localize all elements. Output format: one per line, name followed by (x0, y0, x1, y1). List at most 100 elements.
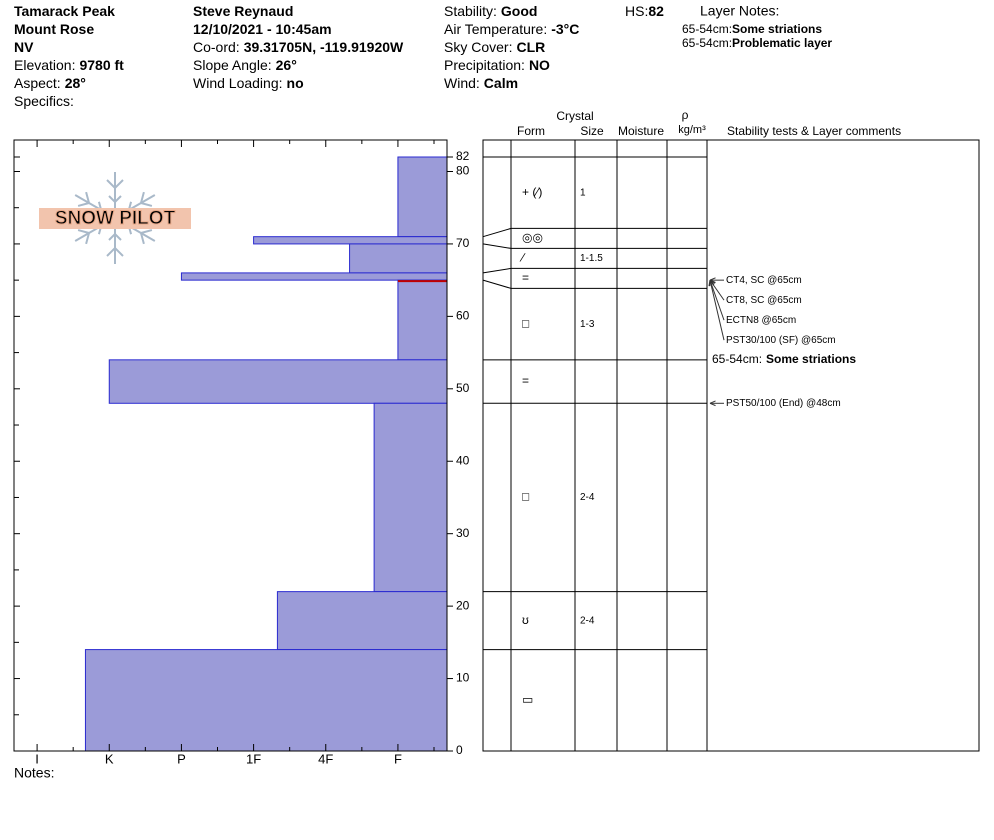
note-range: 65-54cm: (682, 36, 732, 50)
header-field: Aspect: 28° (14, 75, 86, 91)
field-value: no (287, 75, 304, 91)
crystal-size: 2-4 (580, 615, 595, 626)
test-arrowhead (708, 279, 714, 287)
header-field: NV (14, 39, 34, 55)
crystal-form: □ (522, 316, 529, 330)
column-header: ρ (682, 108, 689, 122)
crystal-form: + (∕) (522, 185, 542, 199)
hs-field: HS:82 (625, 3, 664, 19)
hardness-label: 1F (246, 751, 261, 766)
hardness-label: F (394, 751, 402, 766)
field-label: Stability: (444, 3, 497, 19)
header-field: Tamarack Peak (14, 3, 115, 19)
comment-range: 65-54cm: (712, 352, 762, 366)
column-header: Size (580, 124, 604, 138)
field-value: Steve Reynaud (193, 3, 293, 19)
crystal-form: = (522, 374, 529, 388)
test-pointer (709, 280, 725, 341)
depth-tick-label: 50 (456, 381, 470, 395)
depth-tick-label: 60 (456, 309, 470, 323)
hs-value: 82 (648, 3, 664, 19)
hardness-label: I (35, 751, 39, 766)
header-field: Wind: Calm (444, 75, 518, 91)
logo-band (39, 208, 191, 229)
header-field: Co-ord: 39.31705N, -119.91920W (193, 39, 404, 55)
field-value: CLR (516, 39, 545, 55)
field-value: 26° (276, 57, 297, 73)
field-label: Specifics: (14, 93, 74, 109)
field-label: Wind: (444, 75, 480, 91)
note-range: 65-54cm: (682, 22, 732, 36)
test-pointer (709, 279, 725, 321)
layer-table-frame (482, 139, 980, 752)
hardness-label: 4F (318, 751, 333, 766)
connector-line (482, 267, 512, 274)
crystal-form: ʊ (522, 613, 529, 627)
connector-line (482, 227, 512, 238)
depth-tick-label: 10 (456, 671, 470, 685)
hardness-bar (276, 591, 448, 651)
hardness-bar (253, 236, 448, 245)
column-header: Stability tests & Layer comments (727, 124, 901, 138)
header-field: Slope Angle: 26° (193, 57, 297, 73)
depth-tick-label: 70 (456, 236, 470, 250)
field-label: Precipitation: (444, 57, 525, 73)
logo: SNOW PILOT (39, 172, 191, 264)
column-header: kg/m³ (678, 124, 706, 136)
hardness-bar (84, 649, 448, 752)
column-header: Form (517, 124, 545, 138)
depth-tick-label: 30 (456, 526, 470, 540)
crystal-form: ◎◎ (522, 231, 543, 245)
hardness-bar (349, 243, 448, 274)
field-label: Wind Loading: (193, 75, 283, 91)
layer-comment: 65-54cm: Some striations (712, 352, 856, 366)
hardness-label: K (105, 751, 114, 766)
crystal-size: 1-3 (580, 319, 595, 330)
header-field: Mount Rose (14, 21, 94, 37)
field-value: -3°C (551, 21, 579, 37)
hardness-bar (397, 156, 448, 238)
field-value: Good (501, 3, 538, 19)
stability-test: CT4, SC @65cm (726, 275, 802, 286)
hardness-bar (373, 402, 448, 593)
header-field: Sky Cover: CLR (444, 39, 545, 55)
stability-test: PST50/100 (End) @48cm (726, 398, 841, 409)
header-field: Wind Loading: no (193, 75, 304, 91)
header-field: 12/10/2021 - 10:45am (193, 21, 332, 37)
comment-text: Some striations (766, 352, 856, 366)
hardness-label: P (177, 751, 186, 766)
header-field: Stability: Good (444, 3, 537, 19)
test-arrowhead (709, 400, 716, 407)
plot-frame (13, 139, 448, 752)
note-text: Some striations (732, 22, 822, 36)
layer-note: 65-54cm:Problematic layer (682, 36, 832, 50)
depth-tick-label: 80 (456, 164, 470, 178)
depth-tick-label: 82 (456, 149, 470, 163)
field-value: 39.31705N, -119.91920W (244, 39, 404, 55)
crystal-form: = (522, 271, 529, 285)
stability-test: CT8, SC @65cm (726, 295, 802, 306)
hardness-bar (180, 272, 448, 281)
crystal-form: ▭ (522, 692, 533, 706)
field-value: NO (529, 57, 550, 73)
field-value: 28° (65, 75, 86, 91)
field-value: Calm (484, 75, 518, 91)
crystal-form: □ (522, 490, 529, 504)
field-label: Elevation: (14, 57, 75, 73)
header-field: Elevation: 9780 ft (14, 57, 124, 73)
column-header: Moisture (618, 124, 664, 138)
field-value: 9780 ft (79, 57, 124, 73)
field-label: Sky Cover: (444, 39, 512, 55)
depth-tick-label: 20 (456, 598, 470, 612)
field-value: NV (14, 39, 34, 55)
stability-test: ECTN8 @65cm (726, 315, 796, 326)
header-field: Steve Reynaud (193, 3, 293, 19)
crystal-form: ∕ (519, 251, 526, 265)
connector-line (482, 243, 512, 249)
layer-notes-title: Layer Notes: (700, 3, 779, 19)
hardness-bar (397, 279, 448, 361)
field-value: Mount Rose (14, 21, 94, 37)
depth-tick-label: 0 (456, 743, 463, 757)
field-value: Tamarack Peak (14, 3, 115, 19)
